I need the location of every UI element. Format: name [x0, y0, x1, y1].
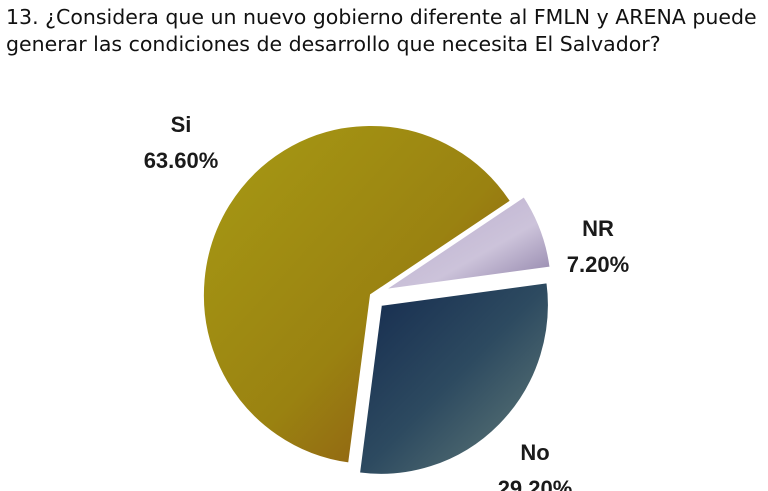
- slice-label-nr: NR: [582, 216, 614, 241]
- slice-value-nr: 7.20%: [567, 252, 629, 277]
- pie-slice-no: [357, 281, 550, 476]
- slice-label-no: No: [520, 440, 549, 465]
- pie-slice-si: [201, 124, 513, 465]
- slice-value-si: 63.60%: [144, 148, 219, 173]
- slice-value-no: 29.20%: [498, 476, 573, 491]
- pie-slice-nr: [383, 194, 552, 292]
- question-title: 13. ¿Considera que un nuevo gobierno dif…: [6, 5, 757, 56]
- slice-label-si: Si: [171, 112, 192, 137]
